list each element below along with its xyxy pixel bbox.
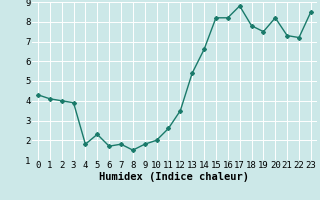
X-axis label: Humidex (Indice chaleur): Humidex (Indice chaleur) bbox=[100, 172, 249, 182]
